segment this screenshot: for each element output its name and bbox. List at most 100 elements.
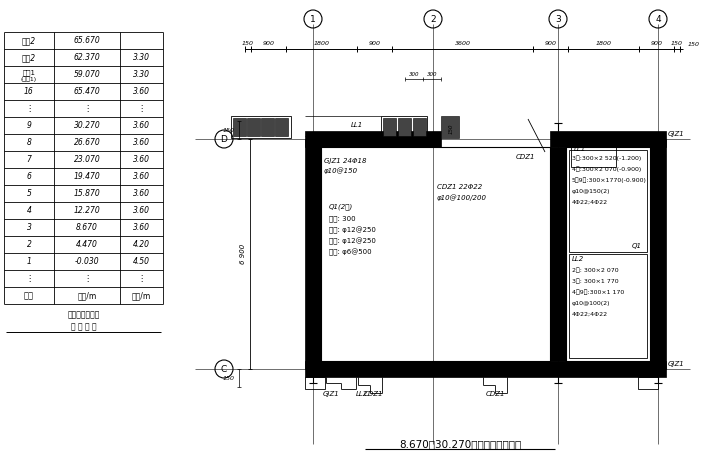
Text: 1800: 1800 [314, 40, 329, 45]
Text: 3层:300×2 520(-1.200): 3层:300×2 520(-1.200) [572, 155, 641, 161]
Text: φ10@100(2): φ10@100(2) [572, 301, 611, 305]
Text: CDZ1: CDZ1 [516, 154, 535, 160]
Text: 2: 2 [430, 15, 436, 23]
Text: 墙厘: 300: 墙厘: 300 [329, 216, 356, 222]
Text: 屋面1: 屋面1 [23, 69, 36, 76]
Text: 30.270: 30.270 [74, 121, 100, 130]
Text: 6: 6 [26, 172, 31, 181]
Text: 59.070: 59.070 [74, 70, 100, 79]
Text: 16: 16 [24, 87, 34, 96]
Text: ⋮: ⋮ [137, 274, 146, 283]
Bar [550, 147, 566, 361]
Text: 4.20: 4.20 [133, 240, 150, 249]
Text: 3.60: 3.60 [133, 172, 150, 181]
Text: (塔兦1): (塔兦1) [21, 77, 37, 82]
Bar [550, 131, 666, 147]
Bar [261, 118, 274, 136]
Text: GJZ1: GJZ1 [323, 391, 340, 397]
Text: 标高/m: 标高/m [77, 291, 97, 300]
Text: 5: 5 [26, 189, 31, 198]
Text: 8.670～30.270剪力墙平法施工图: 8.670～30.270剪力墙平法施工图 [399, 439, 521, 449]
Text: 3.60: 3.60 [133, 87, 150, 96]
Text: 4.50: 4.50 [133, 257, 150, 266]
Bar [381, 116, 427, 138]
Bar [305, 361, 666, 377]
Text: ⋮: ⋮ [25, 104, 33, 113]
Text: 4: 4 [26, 206, 31, 215]
Text: 3.60: 3.60 [133, 138, 150, 147]
Text: 3.60: 3.60 [133, 155, 150, 164]
Text: GJZ1: GJZ1 [668, 361, 685, 367]
Text: 1: 1 [26, 257, 31, 266]
Text: 屋面2: 屋面2 [22, 36, 36, 45]
Bar [569, 150, 647, 252]
Text: 150: 150 [223, 128, 235, 133]
Text: 9: 9 [26, 121, 31, 130]
Text: 23.070: 23.070 [74, 155, 100, 164]
Text: 8.670: 8.670 [76, 223, 98, 232]
Text: 3.30: 3.30 [133, 70, 150, 79]
Text: φ10@150: φ10@150 [324, 167, 358, 174]
Bar [305, 139, 321, 369]
Text: 3.60: 3.60 [133, 206, 150, 215]
Text: CDZ1: CDZ1 [485, 391, 505, 397]
Text: 3层: 300×1 770: 3层: 300×1 770 [572, 278, 619, 284]
Text: 12.270: 12.270 [74, 206, 100, 215]
Text: 2: 2 [26, 240, 31, 249]
Bar [398, 118, 411, 136]
Text: 900: 900 [368, 40, 380, 45]
Text: 3: 3 [555, 15, 561, 23]
Text: 62.370: 62.370 [74, 53, 100, 62]
Text: LL2: LL2 [572, 256, 584, 262]
Text: 塔兦2: 塔兦2 [22, 53, 36, 62]
Text: 900: 900 [545, 40, 557, 45]
Bar [321, 147, 550, 361]
Text: 3.60: 3.60 [133, 223, 150, 232]
Bar [231, 116, 291, 138]
Text: 19.470: 19.470 [74, 172, 100, 181]
Bar [566, 147, 650, 361]
Text: 1800: 1800 [596, 40, 611, 45]
Bar [650, 139, 666, 369]
Text: CDZ1: CDZ1 [363, 391, 383, 397]
Text: 65.670: 65.670 [74, 36, 100, 45]
Bar [441, 116, 459, 138]
Text: -0.030: -0.030 [75, 257, 100, 266]
Bar [383, 118, 396, 136]
Bar [413, 118, 426, 136]
Text: 4: 4 [656, 15, 661, 23]
Bar [571, 147, 616, 167]
Text: Q1: Q1 [632, 243, 642, 249]
Text: 结构层楼面标高: 结构层楼面标高 [68, 310, 100, 319]
Bar [233, 118, 246, 136]
Text: 拉筋: φ6@500: 拉筋: φ6@500 [329, 248, 372, 256]
Text: 150: 150 [671, 40, 683, 45]
Text: 26.670: 26.670 [74, 138, 100, 147]
Text: 层号: 层号 [24, 291, 34, 300]
Text: 水平: φ12@250: 水平: φ12@250 [329, 227, 376, 234]
Text: LL1: LL1 [574, 146, 587, 152]
Text: φ10@150(2): φ10@150(2) [572, 189, 611, 194]
Bar [247, 118, 260, 136]
Text: GJZ1: GJZ1 [668, 131, 685, 137]
Text: ⋮: ⋮ [137, 104, 146, 113]
Text: 站向: φ12@250: 站向: φ12@250 [329, 237, 376, 245]
Text: 3: 3 [26, 223, 31, 232]
Text: ⋮: ⋮ [82, 104, 91, 113]
Text: 300: 300 [409, 71, 419, 76]
Text: 15.870: 15.870 [74, 189, 100, 198]
Text: D: D [220, 135, 228, 144]
Text: 4～9层:300×1 170: 4～9层:300×1 170 [572, 289, 624, 295]
Text: ⋮: ⋮ [82, 274, 91, 283]
Text: φ10@100/200: φ10@100/200 [437, 195, 487, 201]
Text: LL2: LL2 [356, 391, 368, 397]
Text: GJZ1 24Φ18: GJZ1 24Φ18 [324, 158, 366, 164]
Bar [569, 254, 647, 358]
Text: 65.470: 65.470 [74, 87, 100, 96]
Text: ⋮: ⋮ [25, 274, 33, 283]
Text: 5～9层:300×1770(-0.900): 5～9层:300×1770(-0.900) [572, 177, 647, 183]
Text: 150: 150 [242, 40, 254, 45]
Text: 3600: 3600 [454, 40, 471, 45]
Text: C: C [221, 364, 227, 373]
Text: 7: 7 [26, 155, 31, 164]
